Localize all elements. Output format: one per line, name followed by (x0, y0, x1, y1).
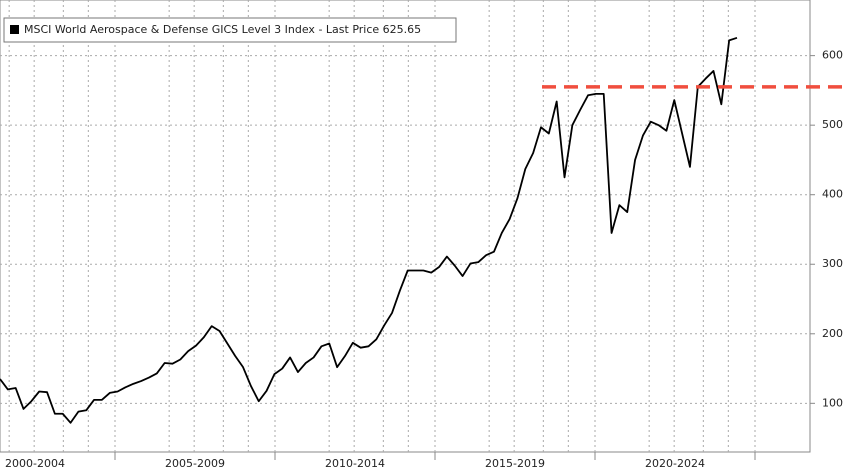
x-tick-label: 2005-2009 (165, 457, 225, 470)
legend-swatch (10, 25, 19, 34)
y-tick-label: 100 (822, 396, 843, 409)
y-tick-label: 600 (822, 49, 843, 62)
x-tick-label: 2000-2004 (5, 457, 65, 470)
x-tick-label: 2015-2019 (485, 457, 545, 470)
legend-text: MSCI World Aerospace & Defense GICS Leve… (24, 23, 421, 36)
x-tick-label: 2020-2024 (645, 457, 705, 470)
plot-area (0, 0, 811, 453)
y-tick-label: 500 (822, 118, 843, 131)
legend-box (3, 17, 457, 43)
series-line (0, 36, 738, 424)
y-tick-label: 300 (822, 257, 843, 270)
y-tick-label: 200 (822, 327, 843, 340)
x-tick-label: 2010-2014 (325, 457, 385, 470)
y-tick-label: 400 (822, 188, 843, 201)
